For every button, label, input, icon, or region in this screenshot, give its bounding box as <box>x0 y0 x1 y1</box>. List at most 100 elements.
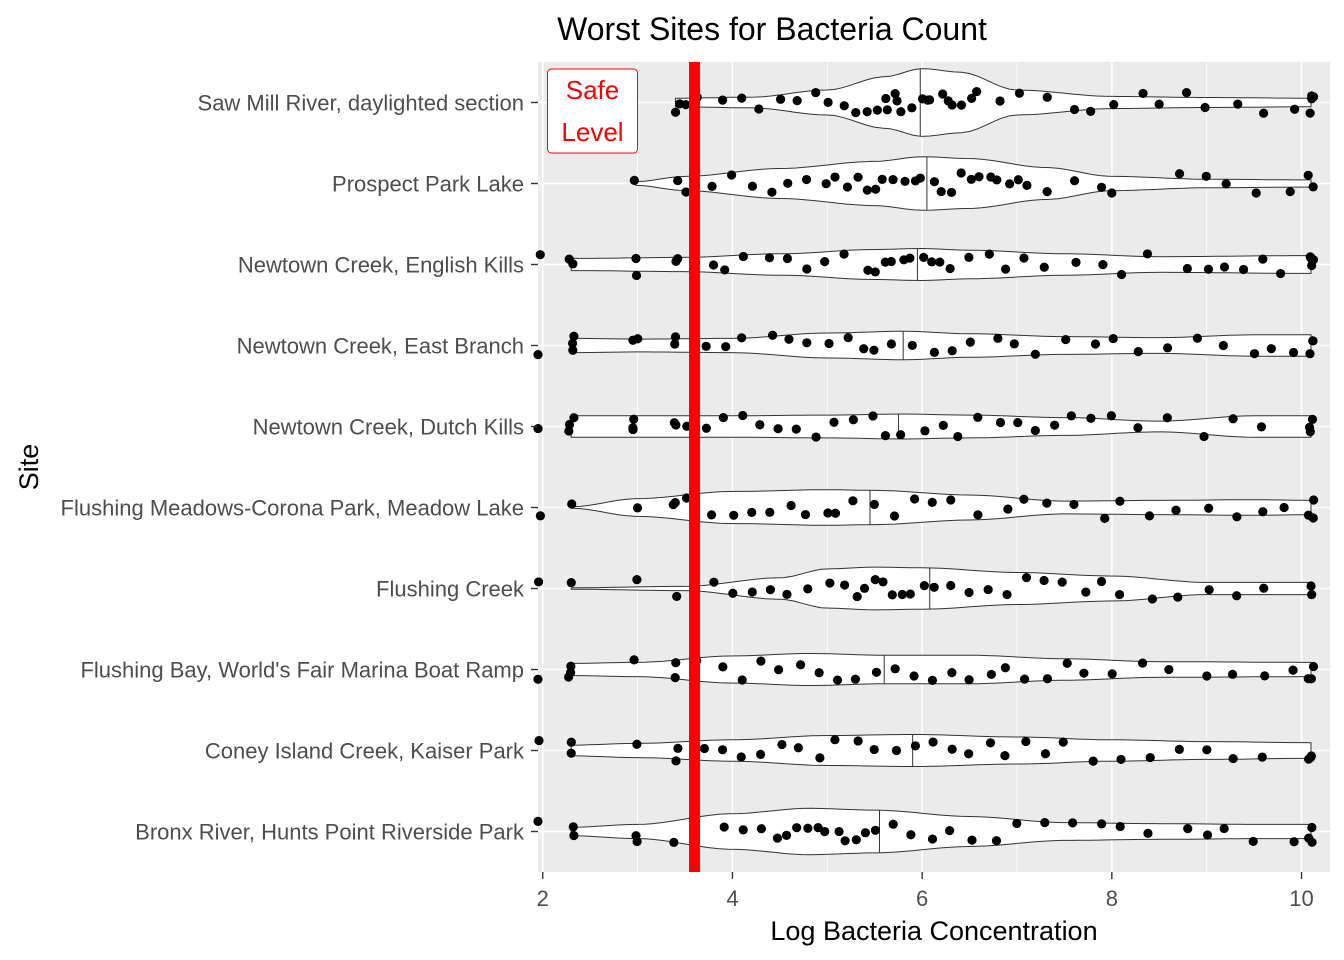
y-tick-label: Flushing Bay, World's Fair Marina Boat R… <box>80 658 524 683</box>
y-tick-label: Newtown Creek, English Kills <box>238 253 524 278</box>
data-point <box>1290 104 1300 114</box>
data-point <box>992 175 1002 185</box>
data-point <box>1147 594 1157 604</box>
data-point <box>564 254 574 264</box>
data-point <box>1303 674 1313 684</box>
data-point <box>738 410 748 421</box>
data-point <box>919 581 929 591</box>
data-point <box>919 252 929 263</box>
data-point <box>820 827 830 837</box>
data-point <box>834 826 844 837</box>
data-point <box>1304 422 1315 433</box>
data-point <box>983 584 993 595</box>
data-point <box>886 256 896 267</box>
data-point <box>905 589 915 599</box>
data-point <box>991 836 1002 846</box>
x-tick-label: 2 <box>537 886 549 911</box>
data-point <box>850 674 861 684</box>
data-point <box>966 174 976 184</box>
data-point <box>924 95 935 105</box>
y-axis: Saw Mill River, daylighted section Prospe… <box>61 91 538 845</box>
data-point <box>569 413 579 423</box>
data-point <box>1228 753 1238 764</box>
data-point <box>929 177 939 187</box>
data-point <box>1058 737 1068 747</box>
data-point <box>1305 252 1315 262</box>
data-point <box>967 93 977 103</box>
data-point <box>631 270 642 281</box>
y-tick-label: Flushing Meadows-Corona Park, Meadow Lak… <box>61 496 524 521</box>
data-point <box>1145 752 1155 763</box>
data-point <box>972 86 982 97</box>
data-point <box>775 94 786 104</box>
safe-level-label-line-1: Safe <box>566 75 620 105</box>
data-point <box>1219 823 1229 834</box>
data-point <box>777 739 787 750</box>
data-point <box>1257 752 1267 762</box>
data-point <box>629 414 639 424</box>
data-point <box>569 331 579 341</box>
data-point <box>737 333 747 343</box>
data-point <box>947 744 957 754</box>
data-point <box>673 743 683 753</box>
data-point <box>869 744 879 755</box>
data-point <box>802 264 812 274</box>
data-point <box>871 667 882 677</box>
data-point <box>1109 100 1119 110</box>
data-point <box>755 420 765 430</box>
data-point <box>708 260 719 270</box>
data-point <box>673 176 683 186</box>
data-point <box>1090 339 1101 349</box>
data-point <box>811 87 821 98</box>
data-point <box>1062 658 1072 668</box>
data-point <box>1192 333 1202 343</box>
data-point <box>1142 249 1153 259</box>
data-point <box>1014 88 1025 98</box>
data-point <box>1258 507 1268 517</box>
data-point <box>681 100 691 110</box>
data-point <box>1097 819 1107 829</box>
data-point <box>888 819 898 829</box>
data-point <box>946 580 956 591</box>
y-tick-label: Coney Island Creek, Kaiser Park <box>205 739 525 764</box>
data-point <box>629 175 639 186</box>
safe-level-label: Safe Level <box>546 68 638 154</box>
data-point <box>1086 106 1096 116</box>
data-point <box>803 823 813 833</box>
violin-shape <box>675 68 1312 137</box>
data-point <box>671 658 681 668</box>
data-point <box>1174 169 1185 179</box>
data-point <box>1260 671 1270 681</box>
data-point <box>793 743 803 753</box>
data-point <box>1133 423 1143 433</box>
data-point <box>1115 496 1125 506</box>
data-point <box>869 499 879 510</box>
x-tick-label: 6 <box>916 886 928 911</box>
x-axis: 2 4 6 8 10 <box>537 872 1314 911</box>
data-point <box>1221 179 1231 189</box>
data-point <box>1164 664 1174 675</box>
data-point <box>670 107 681 117</box>
data-point <box>1144 511 1155 521</box>
data-point <box>896 107 906 117</box>
data-point <box>567 338 578 348</box>
data-point <box>1039 262 1049 272</box>
data-point <box>671 420 681 430</box>
data-point <box>1079 668 1089 678</box>
data-point <box>1308 513 1318 523</box>
data-point <box>566 661 576 671</box>
data-point <box>887 590 897 600</box>
data-point <box>811 432 821 442</box>
data-point <box>736 752 746 762</box>
data-point <box>1000 751 1010 761</box>
data-point <box>764 253 775 263</box>
data-point <box>973 510 983 520</box>
data-point <box>567 499 577 509</box>
data-point <box>1200 102 1210 113</box>
data-point <box>1181 88 1192 98</box>
data-point <box>848 496 858 506</box>
data-point <box>1276 268 1286 279</box>
data-point <box>782 589 792 599</box>
data-point <box>755 749 766 760</box>
data-point <box>862 185 872 195</box>
